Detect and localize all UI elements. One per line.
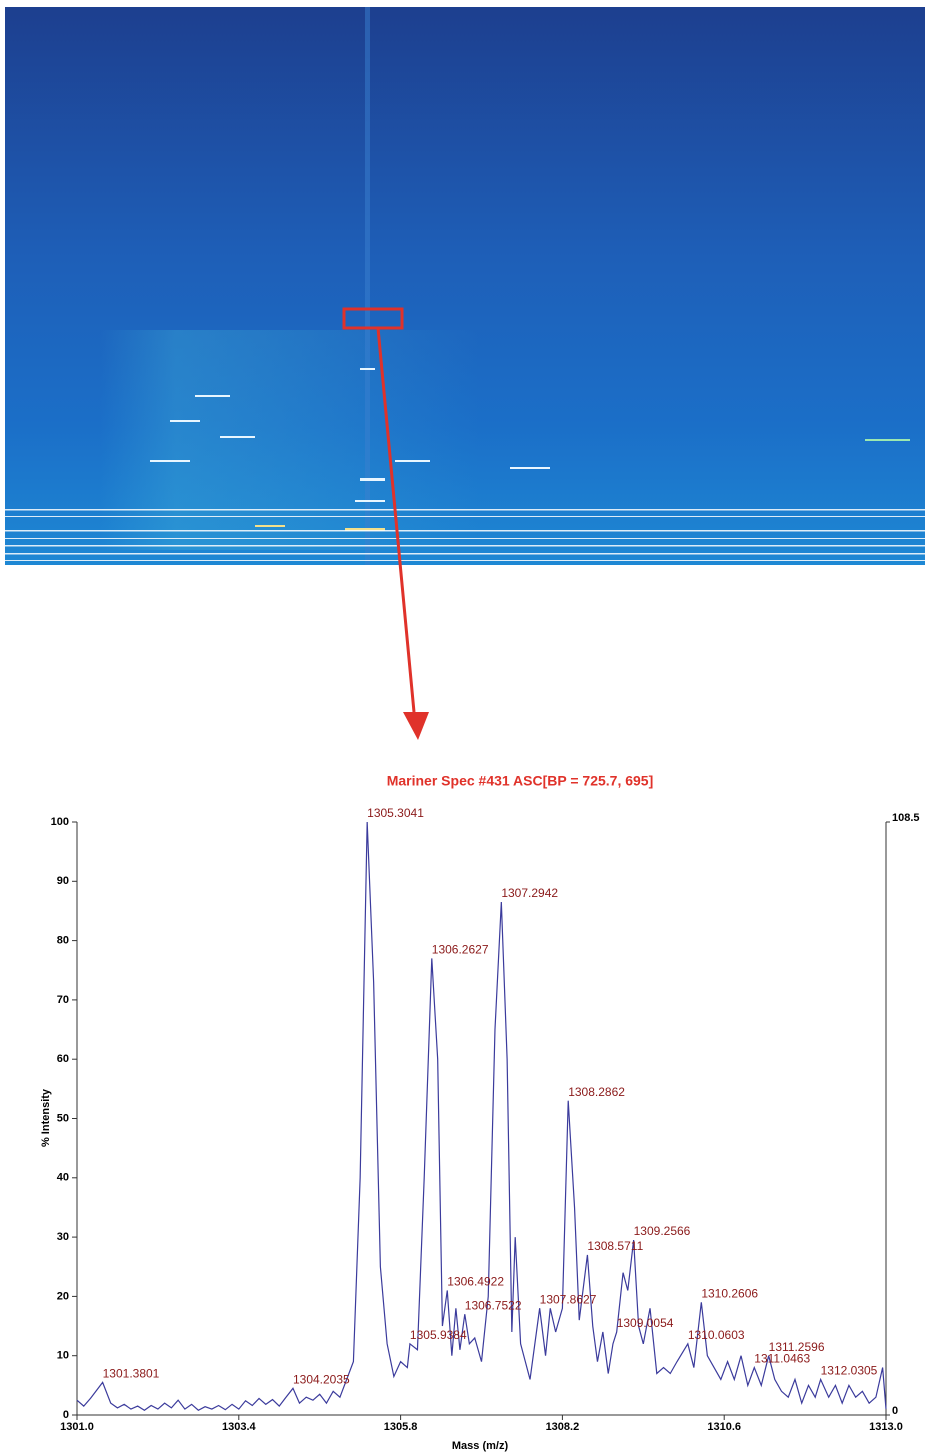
y-tick-label: 10: [57, 1350, 69, 1362]
peak-label: 1308.2862: [568, 1085, 625, 1099]
peak-label: 1305.3041: [367, 806, 424, 820]
arrow-shaft: [376, 327, 416, 713]
chart-title: Mariner Spec #431 ASC[BP = 725.7, 695]: [387, 773, 654, 789]
x-tick-label: 1310.6: [707, 1421, 741, 1433]
x-tick-label: 1308.2: [546, 1421, 580, 1433]
peak-label: 1309.2566: [634, 1224, 691, 1238]
peak-label: 1306.4922: [447, 1275, 504, 1289]
peak-label: 1312.0305: [821, 1364, 878, 1378]
peak-label: 1306.7522: [465, 1298, 522, 1312]
y-tick-label: 90: [57, 875, 69, 887]
peak-label: 1309.0054: [617, 1316, 674, 1330]
peak-label: 1306.2627: [432, 943, 489, 957]
y-tick-label: 20: [57, 1290, 69, 1302]
peak-label: 1310.0603: [688, 1328, 745, 1342]
x-axis-label: Mass (m/z): [452, 1440, 509, 1452]
x-tick-label: 1301.0: [60, 1421, 94, 1433]
heatmap: [5, 7, 925, 565]
peak-label: 1311.2596: [769, 1340, 825, 1354]
arrow-head: [403, 712, 429, 740]
peak-label: 1307.2942: [501, 886, 558, 900]
y-tick-label: 80: [57, 935, 69, 947]
y-tick-label: 50: [57, 1112, 69, 1124]
y-tick-label: 100: [51, 816, 69, 828]
highlight-box: [342, 307, 404, 330]
x-tick-label: 1303.4: [222, 1421, 257, 1433]
peak-label: 1307.8627: [540, 1292, 597, 1306]
peak-label: 1305.9384: [410, 1328, 467, 1342]
peak-label: 1301.3801: [103, 1367, 160, 1381]
peak-label: 1310.2606: [701, 1287, 758, 1301]
y-tick-label: 60: [57, 1053, 69, 1065]
y-tick-label: 0: [63, 1409, 69, 1421]
peak-label: 1308.5711: [587, 1239, 643, 1253]
y-axis-label: % Intensity: [40, 1088, 52, 1147]
y-tick-label: 40: [57, 1172, 69, 1184]
x-tick-label: 1305.8: [384, 1421, 418, 1433]
y2-tick-label: 108.5: [892, 812, 920, 824]
spectrum-line: [76, 821, 887, 1411]
y-tick-label: 70: [57, 994, 69, 1006]
x-tick-label: 1313.0: [869, 1421, 903, 1433]
peak-label: 1304.2035: [293, 1372, 350, 1386]
y2-tick-label: 0: [892, 1405, 898, 1417]
y-tick-label: 30: [57, 1231, 69, 1243]
peak-label: 1311.0463: [754, 1352, 810, 1366]
